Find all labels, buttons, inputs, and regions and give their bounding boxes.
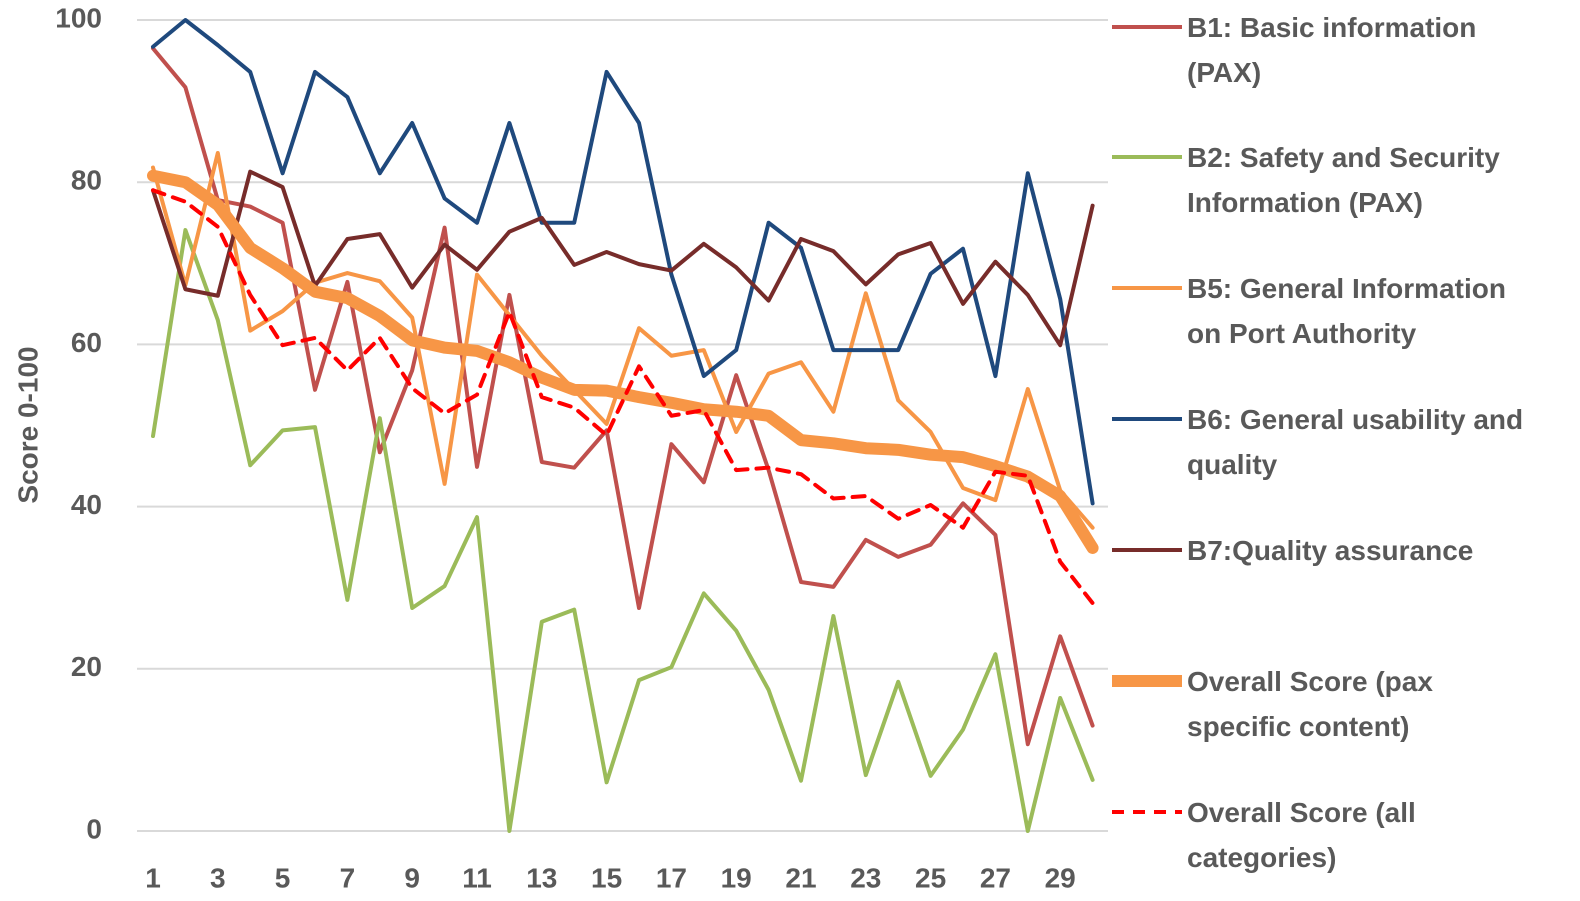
legend-entry: Overall Score (pax specific content) xyxy=(1110,659,1517,749)
legend-swatch xyxy=(1112,548,1182,552)
x-tick-label: 13 xyxy=(526,862,557,893)
x-tick-label: 17 xyxy=(656,862,687,893)
x-tick-label: 3 xyxy=(210,862,226,893)
x-tick-label: 21 xyxy=(785,862,816,893)
series-line xyxy=(151,169,1095,348)
series-line xyxy=(151,18,1095,506)
y-tick-label: 100 xyxy=(55,2,102,33)
series-line xyxy=(151,46,1095,747)
y-tick-label: 0 xyxy=(86,813,102,844)
series-line xyxy=(151,151,1095,530)
legend-entry: B6: General usability and quality xyxy=(1110,397,1557,487)
legend-entry: B7:Quality assurance xyxy=(1110,528,1557,573)
x-tick-label: 27 xyxy=(980,862,1011,893)
y-tick-label: 40 xyxy=(71,489,102,520)
legend-swatch xyxy=(1112,155,1182,159)
x-tick-label: 19 xyxy=(721,862,752,893)
legend-swatch xyxy=(1112,810,1182,814)
legend-label: B6: General usability and quality xyxy=(1187,404,1524,480)
y-tick-label: 20 xyxy=(71,651,102,682)
x-tick-label: 25 xyxy=(915,862,946,893)
legend-label: B2: Safety and Security Information (PAX… xyxy=(1187,142,1500,218)
y-tick-label: 60 xyxy=(71,327,102,358)
legend-label: B1: Basic information (PAX) xyxy=(1187,12,1477,88)
legend-swatch xyxy=(1112,417,1182,421)
x-tick-label: 29 xyxy=(1045,862,1076,893)
legend-entry: B1: Basic information (PAX) xyxy=(1110,5,1557,95)
series-line xyxy=(151,228,1095,833)
y-tick-label: 80 xyxy=(71,165,102,196)
series-line xyxy=(147,169,1099,554)
legend-swatch xyxy=(1112,675,1182,687)
legend-label: Overall Score (pax specific content) xyxy=(1187,666,1433,742)
legend-entry: B5: General Information on Port Authorit… xyxy=(1110,266,1507,356)
x-tick-label: 11 xyxy=(462,862,492,893)
y-axis-label: Score 0-100 xyxy=(12,346,43,503)
legend-swatch xyxy=(1112,25,1182,29)
legend-label: B7:Quality assurance xyxy=(1187,535,1474,566)
x-tick-label: 7 xyxy=(340,862,356,893)
legend-entry: B2: Safety and Security Information (PAX… xyxy=(1110,135,1557,225)
series-line xyxy=(151,188,1095,606)
legend-entry: Overall Score (all categories) xyxy=(1110,790,1517,880)
x-tick-label: 15 xyxy=(591,862,622,893)
legend-swatch xyxy=(1112,286,1182,290)
x-tick-label: 5 xyxy=(275,862,291,893)
x-tick-label: 23 xyxy=(850,862,881,893)
x-tick-label: 1 xyxy=(145,862,161,893)
legend-label: Overall Score (all categories) xyxy=(1187,797,1416,873)
legend-label: B5: General Information on Port Authorit… xyxy=(1187,273,1506,349)
x-tick-label: 9 xyxy=(404,862,420,893)
